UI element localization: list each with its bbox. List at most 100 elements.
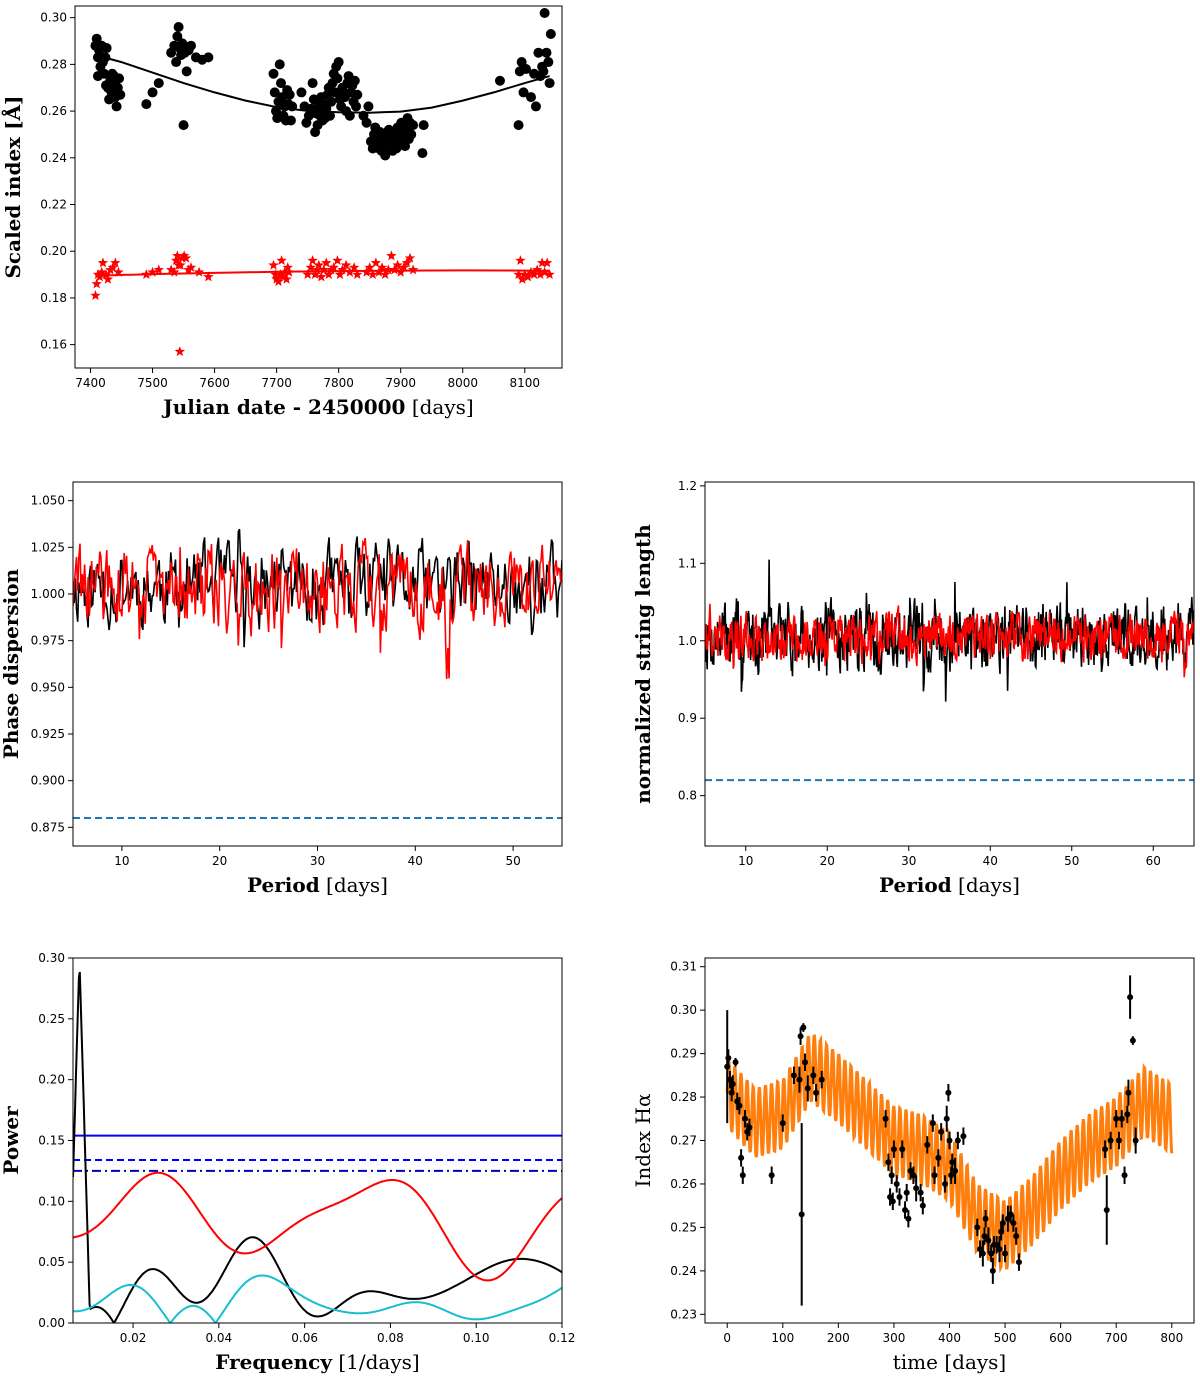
- data-point: [1125, 1089, 1132, 1096]
- x-tick-label: 10: [738, 854, 753, 868]
- series-black: [705, 559, 1194, 702]
- data-point: [361, 117, 372, 128]
- plot-area: [90, 8, 556, 357]
- data-point: [902, 1207, 909, 1214]
- x-axis-label: Period [days]: [879, 873, 1020, 897]
- y-tick-label: 0.00: [38, 1316, 65, 1330]
- y-tick-label: 0.27: [670, 1134, 697, 1148]
- data-point: [952, 1167, 959, 1174]
- data-point: [101, 43, 112, 54]
- data-point: [417, 148, 428, 159]
- data-point: [948, 1172, 955, 1179]
- data-point: [539, 8, 550, 19]
- data-point: [885, 1159, 892, 1166]
- y-tick-label: 0.31: [670, 960, 697, 974]
- y-tick-label: 0.28: [670, 1090, 697, 1104]
- data-point: [92, 269, 104, 279]
- data-point: [311, 264, 323, 275]
- y-tick-label: 1.2: [678, 479, 697, 493]
- x-tick-label: 500: [994, 1331, 1017, 1345]
- data-point: [275, 269, 286, 279]
- data-point: [179, 250, 190, 261]
- data-point: [790, 1072, 797, 1079]
- y-tick-label: 0.18: [40, 291, 67, 305]
- y-axis-label: Scaled index [Å]: [1, 95, 25, 278]
- data-point: [746, 1124, 753, 1131]
- data-point: [797, 1033, 804, 1040]
- data-point: [276, 255, 287, 265]
- y-tick-label: 0.29: [670, 1047, 697, 1061]
- y-axis-label: Phase dispersion: [0, 568, 23, 759]
- data-point: [367, 269, 378, 279]
- data-point: [285, 115, 296, 126]
- data-point: [172, 250, 183, 261]
- data-point: [318, 264, 329, 275]
- y-tick-label: 0.20: [40, 244, 67, 258]
- data-point: [899, 1146, 906, 1153]
- data-point: [153, 264, 164, 275]
- data-point: [186, 40, 197, 51]
- data-point: [993, 1241, 1000, 1248]
- data-point: [178, 120, 189, 131]
- data-point: [981, 1233, 988, 1240]
- x-tick-label: 40: [408, 854, 423, 868]
- data-point: [988, 1250, 995, 1257]
- data-point: [954, 1137, 961, 1144]
- panel-scaled-index: 7400 7500 7600 7700 7800 7900 8000 8100 0.16 0.18…: [1, 5, 563, 419]
- data-point: [525, 266, 537, 277]
- data-point: [888, 1172, 895, 1179]
- data-point: [802, 1059, 809, 1066]
- data-point: [738, 1154, 745, 1161]
- data-point: [732, 1059, 739, 1066]
- data-point: [323, 269, 334, 279]
- data-point: [887, 1193, 894, 1200]
- data-point: [729, 1081, 736, 1088]
- data-point: [543, 57, 554, 68]
- x-tick-label: 0.06: [291, 1331, 318, 1345]
- data-point: [1015, 1259, 1022, 1266]
- data-point: [929, 1120, 936, 1127]
- data-point: [910, 1172, 917, 1179]
- data-point: [882, 1115, 889, 1122]
- x-tick-label: 40: [983, 854, 998, 868]
- x-tick-label: 7600: [199, 376, 230, 390]
- data-point: [532, 264, 543, 275]
- data-point: [107, 262, 119, 272]
- data-point: [798, 1211, 805, 1218]
- data-point: [281, 273, 292, 284]
- x-tick-label: 0: [723, 1331, 731, 1345]
- data-point: [1115, 1137, 1122, 1144]
- data-point: [890, 1146, 897, 1153]
- data-point: [177, 38, 188, 49]
- plot-area: [73, 528, 562, 819]
- data-point: [999, 1220, 1006, 1227]
- data-point: [181, 66, 192, 77]
- x-tick-label: 8000: [447, 376, 478, 390]
- data-point: [180, 252, 192, 263]
- data-point: [283, 266, 295, 277]
- data-point: [515, 255, 526, 265]
- data-point: [818, 1076, 825, 1083]
- data-point: [193, 266, 205, 277]
- data-point: [147, 87, 158, 98]
- data-point: [935, 1154, 942, 1161]
- data-point: [903, 1189, 910, 1196]
- x-axis-label: Julian date - 2450000 [days]: [161, 395, 473, 419]
- data-point: [541, 47, 552, 58]
- data-point: [736, 1102, 743, 1109]
- x-tick-label: 7700: [261, 376, 292, 390]
- x-axis-label: Frequency [1/days]: [215, 1350, 419, 1374]
- data-point: [271, 273, 282, 284]
- data-point: [917, 1189, 924, 1196]
- plot-area: [73, 971, 562, 1323]
- panel-halpha-timeseries: 0 100 200 300 400 500 600 700 800 0.23 0.24 0.25 0.2…: [631, 957, 1195, 1374]
- y-tick-label: 0.28: [40, 57, 67, 71]
- y-tick-label: 0.20: [38, 1073, 65, 1087]
- data-point: [725, 1054, 732, 1061]
- data-point: [307, 78, 318, 89]
- data-point: [370, 257, 382, 268]
- data-point: [141, 269, 152, 279]
- plot-area: [724, 975, 1174, 1306]
- y-tick-label: 0.15: [38, 1134, 65, 1148]
